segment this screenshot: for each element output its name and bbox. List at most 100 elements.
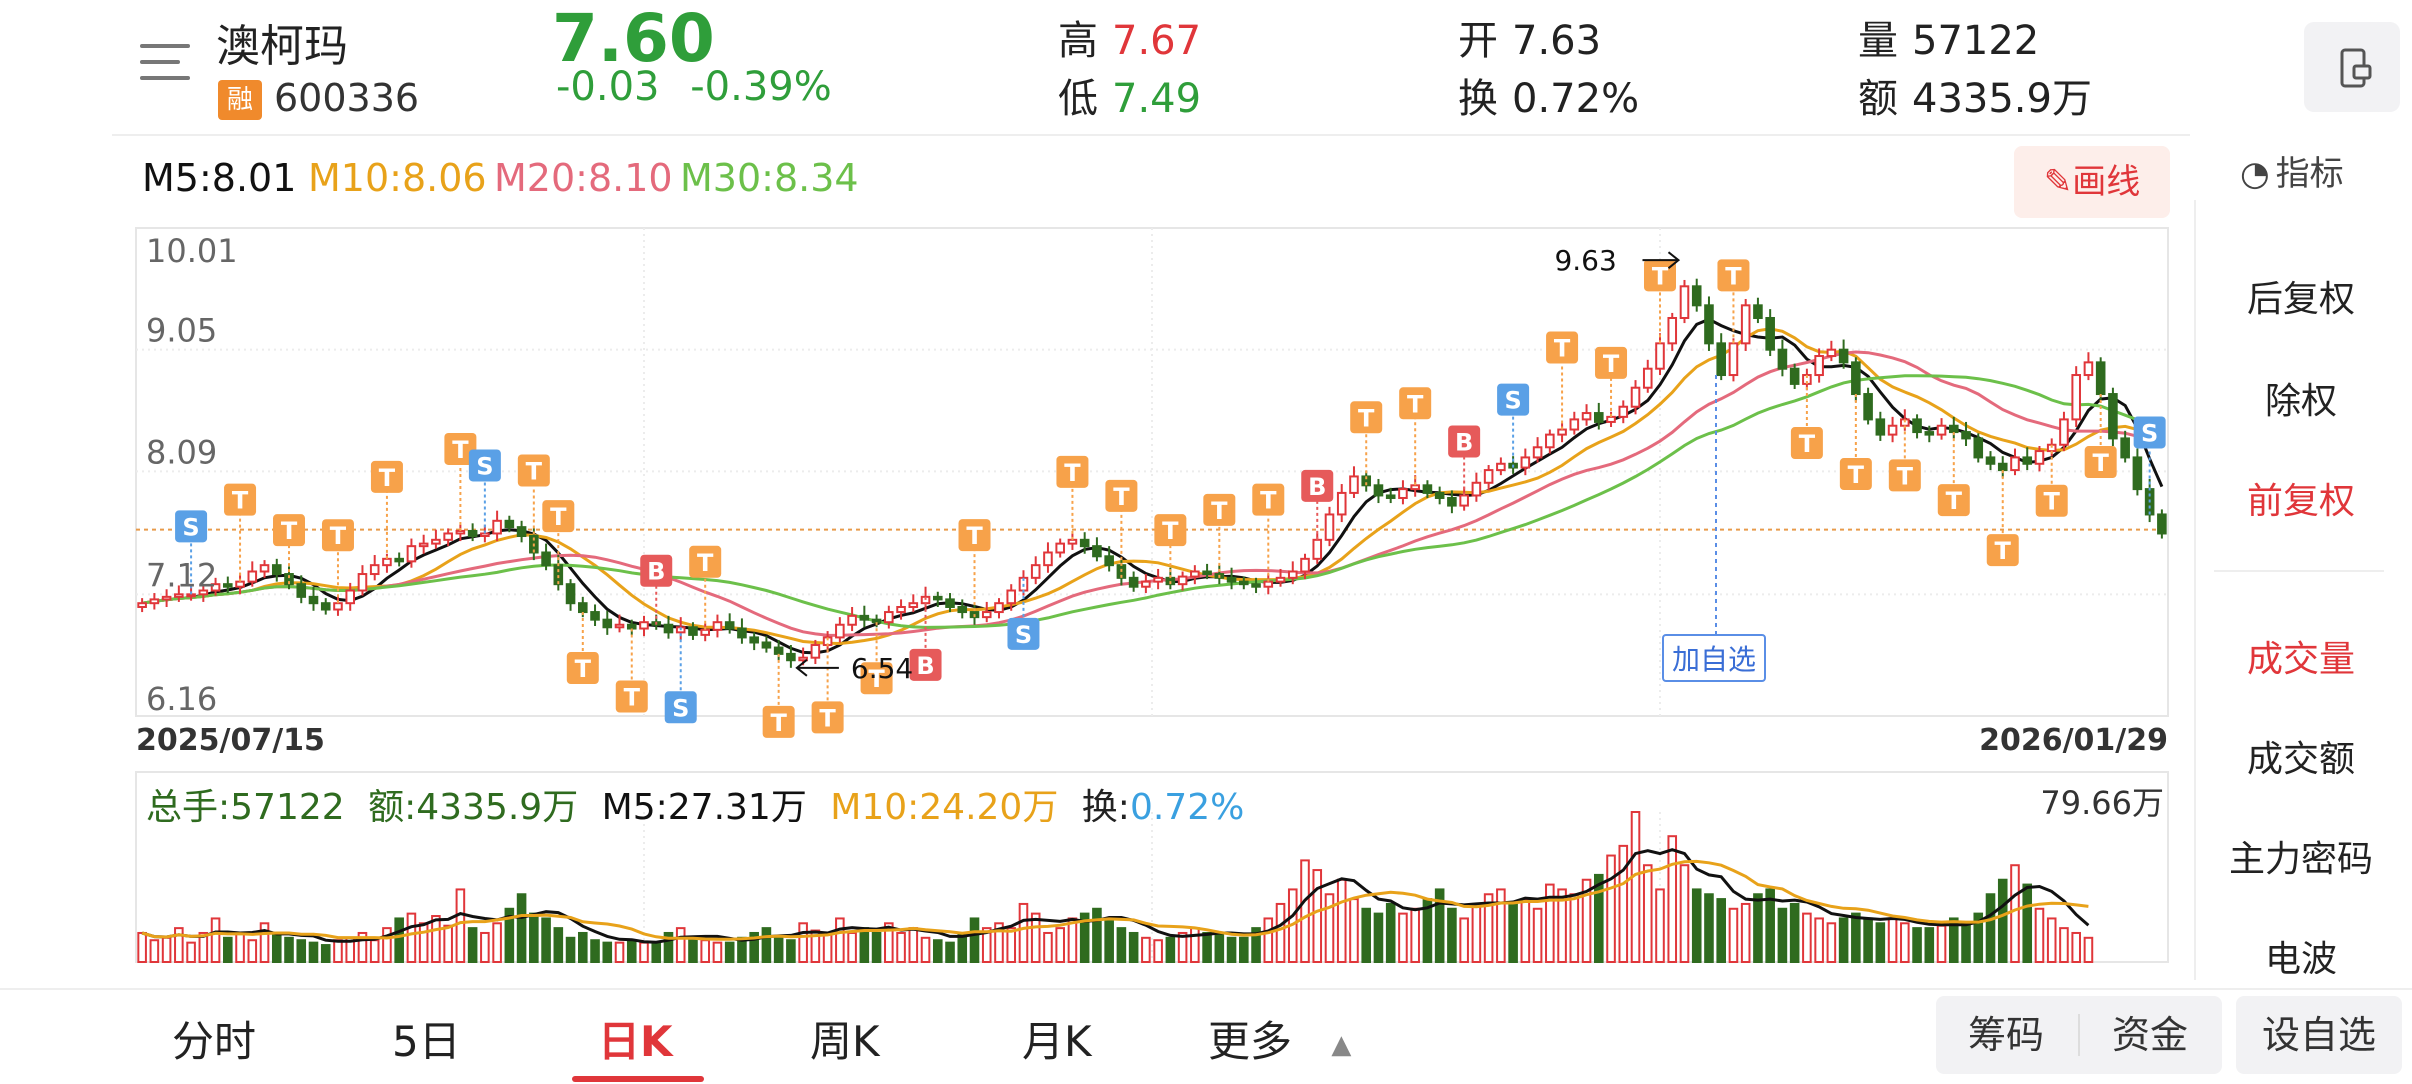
signal-tag-T <box>566 652 599 685</box>
change-percent: -0.39% <box>690 64 832 110</box>
volume-bar <box>1006 927 1017 963</box>
signal-tag-T <box>542 500 575 533</box>
volume-bar <box>1520 898 1531 964</box>
tab-more[interactable]: 更多 ▲ <box>1208 1017 1352 1066</box>
stat-open: 开 7.63 <box>1458 18 1602 64</box>
volume-bar <box>443 924 453 963</box>
volume-bar <box>1385 902 1396 964</box>
menu-icon[interactable] <box>140 38 196 88</box>
volume-bar <box>749 931 759 963</box>
candle-body <box>382 557 392 567</box>
candle-body <box>2132 456 2143 491</box>
side-item-wave[interactable]: 电波 <box>2264 939 2337 974</box>
candle-body <box>1997 462 2008 472</box>
candle-body <box>1287 570 1298 579</box>
signal-tag-S <box>1497 383 1530 416</box>
candle-body <box>1532 446 1543 459</box>
vol-ma10-line <box>141 859 2089 941</box>
tab-intraday[interactable]: 分时 <box>172 1017 257 1066</box>
volume-bar <box>1190 927 1200 963</box>
side-item-amount[interactable]: 成交额 <box>2246 739 2355 780</box>
candle-body <box>2059 418 2069 446</box>
candle-body <box>1875 418 1886 436</box>
candle-body <box>810 644 821 659</box>
volume-bar <box>1802 912 1812 964</box>
volume-bar <box>1263 917 1274 963</box>
volume-bar <box>614 941 625 963</box>
ma30-line <box>141 374 2163 629</box>
tab-monthly-k[interactable]: 月K <box>1022 1017 1092 1066</box>
candle-body <box>700 628 710 636</box>
side-item-volume[interactable]: 成交量 <box>2246 639 2355 680</box>
candle-body <box>884 611 894 624</box>
volume-bar <box>1226 936 1237 964</box>
side-item-main-force[interactable]: 主力密码 <box>2228 839 2373 880</box>
candle-body <box>1912 418 1922 434</box>
candle-body <box>724 621 735 630</box>
candle-body <box>1104 555 1114 567</box>
volume-bar <box>1398 912 1408 964</box>
volume-bar <box>945 941 955 963</box>
candle-body <box>1226 576 1237 583</box>
volume-bar <box>1594 873 1604 963</box>
volume-bar <box>1887 917 1898 963</box>
candle-body <box>932 595 943 601</box>
candle-body <box>1618 405 1629 418</box>
side-item-back-adjust[interactable]: 后复权 <box>2246 279 2355 320</box>
stat-volume: 量 57122 <box>1858 18 2040 64</box>
volume-bar <box>871 931 882 963</box>
volume-bar <box>1324 893 1335 963</box>
signal-tag-letter: T <box>1113 483 1130 511</box>
volume-bar <box>296 939 307 964</box>
candle-body <box>1740 304 1751 345</box>
volume-bar <box>1863 917 1873 963</box>
tab-daily-k[interactable]: 日K <box>598 1017 673 1066</box>
candle-body <box>1385 494 1396 499</box>
x-axis-start-date: 2025/07/15 <box>136 723 325 758</box>
candle-body <box>2083 361 2094 377</box>
signal-tag-letter: S <box>672 694 689 722</box>
volume-bar <box>492 922 502 964</box>
volume-bar <box>235 931 245 963</box>
volume-bar <box>1642 864 1653 964</box>
signal-tag-B <box>640 554 673 587</box>
candle-body <box>1728 342 1739 377</box>
volume-bar <box>1459 917 1469 963</box>
volume-bar <box>369 939 380 964</box>
candle-body <box>1459 494 1469 507</box>
stock-code: 600336 <box>274 76 420 120</box>
candle-body <box>2010 456 2020 472</box>
volume-bar <box>1177 931 1188 963</box>
tab-weekly-k[interactable]: 周K <box>810 1017 880 1066</box>
side-item-front-adjust[interactable]: 前复权 <box>2246 481 2355 522</box>
funds-button[interactable]: 资金 <box>2111 1013 2188 1057</box>
signal-tag-letter: T <box>966 522 983 550</box>
landscape-toggle-button[interactable] <box>2304 22 2400 112</box>
volume-bar <box>1434 888 1445 964</box>
add-watchlist-button[interactable]: 设自选 <box>2236 996 2402 1074</box>
chips-button[interactable]: 筹码 <box>1967 1013 2044 1057</box>
candle-body <box>1753 304 1763 319</box>
volume-bar <box>455 888 466 964</box>
candle-body <box>541 551 551 567</box>
volume-m5: M5:27.31万 <box>601 787 807 828</box>
side-item-ex-rights[interactable]: 除权 <box>2264 381 2337 422</box>
add-watchlist-tag[interactable]: 加自选 <box>1662 634 1767 682</box>
indicator-button[interactable]: ◔ 指标 <box>2240 154 2344 194</box>
volume-bar <box>773 936 784 964</box>
signal-tag-letter: S <box>182 513 199 541</box>
signal-tag-T <box>444 432 477 465</box>
candle-body <box>1569 418 1580 431</box>
volume-bar <box>1055 927 1065 963</box>
candle-body <box>1557 428 1567 436</box>
signal-tag-letter: T <box>1162 517 1179 545</box>
draw-line-button[interactable]: ✎画线 <box>2014 146 2170 218</box>
signal-tag-T <box>762 705 795 738</box>
volume-bar <box>859 927 870 963</box>
tab-5day[interactable]: 5日 <box>392 1017 461 1066</box>
volume-bar <box>504 907 515 963</box>
candle-body <box>1312 538 1323 560</box>
signal-tag-T <box>1839 458 1872 491</box>
